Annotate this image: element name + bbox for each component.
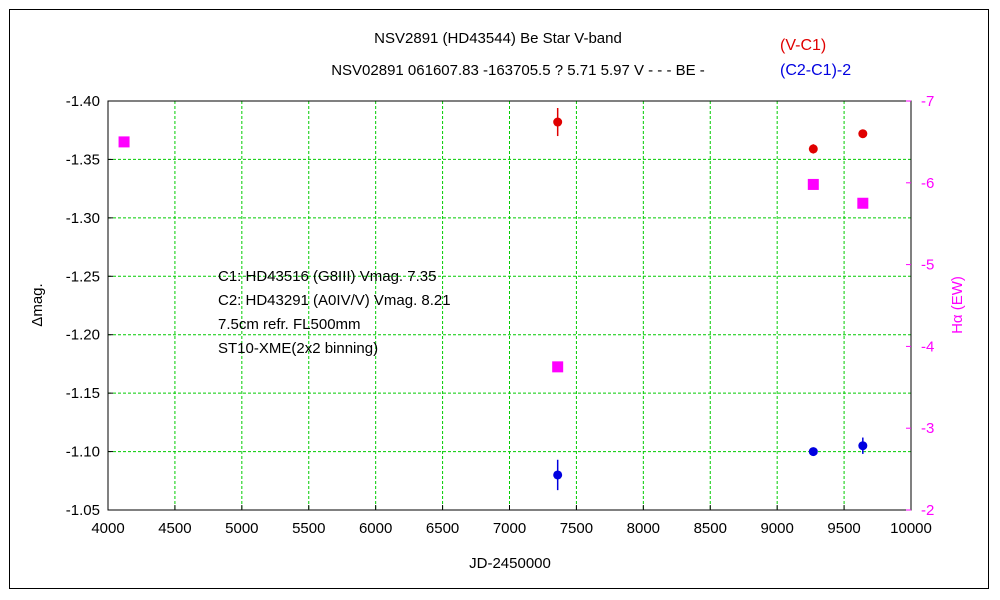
x-tick-label: 6500 xyxy=(426,520,459,537)
x-tick-label: 5000 xyxy=(225,520,258,537)
x-axis: 4000 4500 5000 5500 6000 6500 7000 7500 8000 8500… xyxy=(91,505,932,537)
data-point xyxy=(807,178,819,190)
x-tick-label: 4500 xyxy=(158,520,191,537)
y-axis-label: Δmag. xyxy=(29,283,46,326)
y-tick-label: -1.15 xyxy=(66,385,100,402)
y2-axis: -7 -6 -5 -4 -3 -2 xyxy=(906,93,934,519)
annotation-camera: ST10-XME(2x2 binning) xyxy=(218,340,378,357)
y-tick-label: -1.05 xyxy=(66,502,100,519)
y2-tick-label: -4 xyxy=(921,338,934,355)
y-tick-label: -1.40 xyxy=(66,93,100,110)
data-point xyxy=(552,361,564,373)
x-tick-label: 4000 xyxy=(91,520,124,537)
x-tick-label: 9500 xyxy=(827,520,860,537)
annotation-c1: C1: HD43516 (G8III) Vmag. 7.35 xyxy=(218,268,436,285)
legend-c2-c1: (C2-C1)-2 xyxy=(780,62,851,79)
chart-subtitle: NSV02891 061607.83 -163705.5 ? 5.71 5.97… xyxy=(331,62,705,79)
y-tick-label: -1.35 xyxy=(66,151,100,168)
data-point xyxy=(553,117,563,127)
chart-title: NSV2891 (HD43544) Be Star V-band xyxy=(374,30,622,47)
figure-frame xyxy=(9,9,989,589)
y-tick-label: -1.30 xyxy=(66,210,100,227)
y-tick-label: -1.20 xyxy=(66,327,100,344)
x-tick-label: 7000 xyxy=(493,520,526,537)
y-tick-label: -1.25 xyxy=(66,268,100,285)
x-tick-label: 9000 xyxy=(760,520,793,537)
x-axis-label: JD-2450000 xyxy=(469,555,551,572)
data-point xyxy=(808,447,818,457)
y2-tick-label: -2 xyxy=(921,502,934,519)
data-marks xyxy=(118,108,869,491)
y-axis: -1.40 -1.35 -1.30 -1.25 -1.20 -1.15 -1.10 -1.05 xyxy=(66,93,113,519)
y-tick-label: -1.10 xyxy=(66,444,100,461)
x-tick-label: 6000 xyxy=(359,520,392,537)
y2-tick-label: -3 xyxy=(921,420,934,437)
x-tick-label: 8000 xyxy=(627,520,660,537)
data-point xyxy=(858,129,868,139)
x-tick-label: 8500 xyxy=(694,520,727,537)
data-point xyxy=(553,470,563,480)
data-point xyxy=(857,197,869,209)
data-point xyxy=(858,441,868,451)
series-0 xyxy=(553,108,868,154)
x-tick-label: 10000 xyxy=(890,520,932,537)
legend-v-c1: (V-C1) xyxy=(780,37,826,54)
series-1 xyxy=(553,437,868,491)
y2-tick-label: -5 xyxy=(921,257,934,274)
data-point xyxy=(808,144,818,154)
x-tick-label: 5500 xyxy=(292,520,325,537)
grid xyxy=(108,101,911,510)
annotation-c2: C2: HD43291 (A0IV/V) Vmag. 8.21 xyxy=(218,292,451,309)
x-tick-label: 7500 xyxy=(560,520,593,537)
data-point xyxy=(118,136,130,148)
annotation-block: C1: HD43516 (G8III) Vmag. 7.35 C2: HD432… xyxy=(218,268,451,357)
y2-axis-label: Hα (EW) xyxy=(949,276,966,334)
annotation-telescope: 7.5cm refr. FL500mm xyxy=(218,316,361,333)
series-2 xyxy=(118,136,869,373)
y2-tick-label: -7 xyxy=(921,93,934,110)
y2-tick-label: -6 xyxy=(921,175,934,192)
